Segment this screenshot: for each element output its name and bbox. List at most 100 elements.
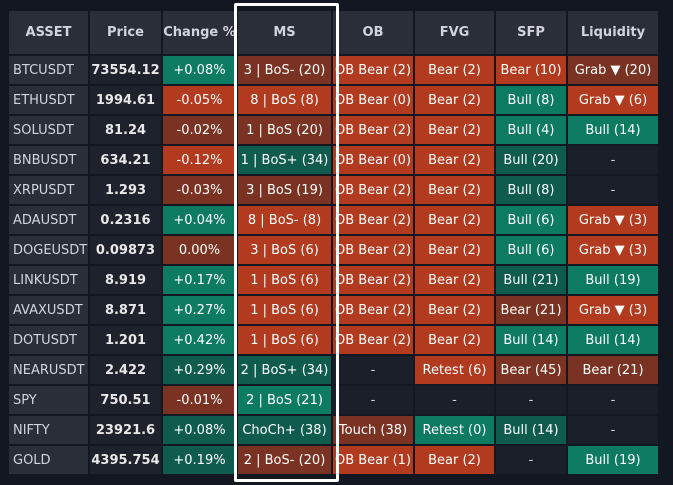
sfp-cell: Bull (14): [496, 326, 566, 354]
price-cell: 750.51: [90, 386, 161, 414]
table-row[interactable]: GOLD 4395.754 +0.19% 2 | BoS- (20) OB Bear (…: [9, 446, 658, 474]
liquidity-cell: Grab ▼ (3): [568, 296, 658, 324]
ms-cell: 2 | BoS (21): [238, 386, 331, 414]
ms-cell: ChoCh+ (38): [238, 416, 331, 444]
ob-cell: Touch (38): [333, 416, 413, 444]
price-cell: 2.422: [90, 356, 161, 384]
price-cell: 73554.12: [90, 56, 161, 84]
screener-table: ASSET Price Change % MS OB FVG SFP Liqui…: [7, 9, 660, 476]
change-cell: +0.17%: [163, 266, 236, 294]
ms-cell: 3 | BoS (19): [238, 176, 331, 204]
fvg-cell: Bear (2): [415, 326, 494, 354]
asset-cell: ETHUSDT: [9, 86, 88, 114]
price-cell: 23921.6: [90, 416, 161, 444]
table-row[interactable]: NEARUSDT 2.422 +0.29% 2 | BoS+ (34) - Retest …: [9, 356, 658, 384]
sfp-cell: Bull (6): [496, 236, 566, 264]
fvg-cell: Bear (2): [415, 236, 494, 264]
change-cell: +0.19%: [163, 446, 236, 474]
change-cell: +0.29%: [163, 356, 236, 384]
liquidity-cell: -: [568, 176, 658, 204]
liquidity-cell: Bear (21): [568, 356, 658, 384]
ob-cell: OB Bear (0): [333, 86, 413, 114]
fvg-cell: -: [415, 386, 494, 414]
ob-cell: OB Bear (2): [333, 176, 413, 204]
table-row[interactable]: SOLUSDT 81.24 -0.02% 1 | BoS (20) OB Bear (2…: [9, 116, 658, 144]
sfp-cell: Bull (6): [496, 206, 566, 234]
column-header-asset[interactable]: ASSET: [9, 11, 88, 54]
change-cell: 0.00%: [163, 236, 236, 264]
ob-cell: OB Bear (2): [333, 236, 413, 264]
liquidity-cell: Bull (19): [568, 266, 658, 294]
change-cell: -0.03%: [163, 176, 236, 204]
price-cell: 4395.754: [90, 446, 161, 474]
table-row[interactable]: NIFTY 23921.6 +0.08% ChoCh+ (38) Touch (38) R…: [9, 416, 658, 444]
sfp-cell: Bear (10): [496, 56, 566, 84]
asset-cell: GOLD: [9, 446, 88, 474]
liquidity-cell: -: [568, 416, 658, 444]
change-cell: +0.08%: [163, 416, 236, 444]
ob-cell: OB Bear (2): [333, 296, 413, 324]
fvg-cell: Bear (2): [415, 206, 494, 234]
column-header-price[interactable]: Price: [90, 11, 161, 54]
table-row[interactable]: LINKUSDT 8.919 +0.17% 1 | BoS (6) OB Bear (2…: [9, 266, 658, 294]
column-header-fvg[interactable]: FVG: [415, 11, 494, 54]
ms-cell: 2 | BoS+ (34): [238, 356, 331, 384]
fvg-cell: Bear (2): [415, 446, 494, 474]
asset-cell: DOGEUSDT: [9, 236, 88, 264]
asset-cell: XRPUSDT: [9, 176, 88, 204]
ob-cell: OB Bear (2): [333, 266, 413, 294]
ms-cell: 1 | BoS (6): [238, 296, 331, 324]
sfp-cell: Bull (14): [496, 416, 566, 444]
ms-cell: 1 | BoS (6): [238, 266, 331, 294]
column-header-change[interactable]: Change %: [163, 11, 236, 54]
fvg-cell: Bear (2): [415, 86, 494, 114]
ob-cell: OB Bear (1): [333, 446, 413, 474]
table-row[interactable]: BNBUSDT 634.21 -0.12% 1 | BoS+ (34) OB Bear …: [9, 146, 658, 174]
table-row[interactable]: XRPUSDT 1.293 -0.03% 3 | BoS (19) OB Bear (2…: [9, 176, 658, 204]
column-header-liquidity[interactable]: Liquidity: [568, 11, 658, 54]
table-row[interactable]: SPY 750.51 -0.01% 2 | BoS (21) - - - -: [9, 386, 658, 414]
ob-cell: OB Bear (2): [333, 326, 413, 354]
asset-cell: AVAXUSDT: [9, 296, 88, 324]
asset-cell: BTCUSDT: [9, 56, 88, 84]
fvg-cell: Bear (2): [415, 266, 494, 294]
table-row[interactable]: ADAUSDT 0.2316 +0.04% 8 | BoS- (8) OB Bear (…: [9, 206, 658, 234]
sfp-cell: Bull (8): [496, 86, 566, 114]
ob-cell: OB Bear (0): [333, 146, 413, 174]
table-row[interactable]: DOTUSDT 1.201 +0.42% 1 | BoS (6) OB Bear (2)…: [9, 326, 658, 354]
liquidity-cell: -: [568, 146, 658, 174]
liquidity-cell: Grab ▼ (3): [568, 206, 658, 234]
change-cell: -0.02%: [163, 116, 236, 144]
liquidity-cell: -: [568, 386, 658, 414]
price-cell: 1.201: [90, 326, 161, 354]
column-header-ob[interactable]: OB: [333, 11, 413, 54]
sfp-cell: Bull (8): [496, 176, 566, 204]
asset-cell: SPY: [9, 386, 88, 414]
price-cell: 1.293: [90, 176, 161, 204]
asset-cell: SOLUSDT: [9, 116, 88, 144]
asset-cell: LINKUSDT: [9, 266, 88, 294]
column-header-ms[interactable]: MS: [238, 11, 331, 54]
asset-cell: NIFTY: [9, 416, 88, 444]
table-row[interactable]: ETHUSDT 1994.61 -0.05% 8 | BoS (8) OB Bear (…: [9, 86, 658, 114]
asset-cell: NEARUSDT: [9, 356, 88, 384]
change-cell: -0.01%: [163, 386, 236, 414]
column-header-sfp[interactable]: SFP: [496, 11, 566, 54]
liquidity-cell: Bull (19): [568, 446, 658, 474]
ms-cell: 3 | BoS- (20): [238, 56, 331, 84]
ms-cell: 8 | BoS- (8): [238, 206, 331, 234]
table-row[interactable]: DOGEUSDT 0.09873 0.00% 3 | BoS (6) OB Bear (…: [9, 236, 658, 264]
table-row[interactable]: BTCUSDT 73554.12 +0.08% 3 | BoS- (20) OB Bea…: [9, 56, 658, 84]
sfp-cell: Bear (21): [496, 296, 566, 324]
sfp-cell: -: [496, 446, 566, 474]
change-cell: +0.08%: [163, 56, 236, 84]
header-row: ASSET Price Change % MS OB FVG SFP Liqui…: [9, 11, 658, 54]
price-cell: 8.871: [90, 296, 161, 324]
sfp-cell: Bull (4): [496, 116, 566, 144]
change-cell: -0.12%: [163, 146, 236, 174]
price-cell: 0.2316: [90, 206, 161, 234]
sfp-cell: Bear (45): [496, 356, 566, 384]
table-row[interactable]: AVAXUSDT 8.871 +0.27% 1 | BoS (6) OB Bear (2…: [9, 296, 658, 324]
ob-cell: -: [333, 386, 413, 414]
sfp-cell: Bull (20): [496, 146, 566, 174]
